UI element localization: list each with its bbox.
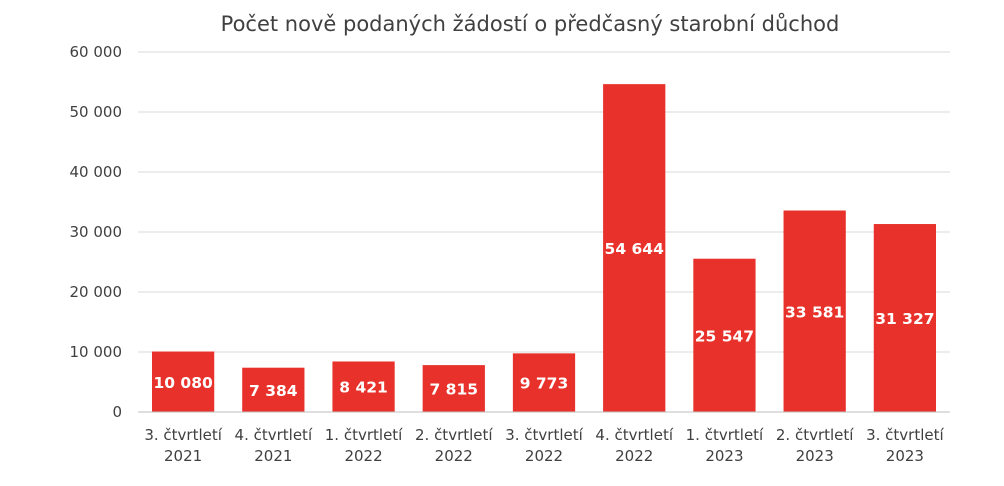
y-tick-label: 10 000 bbox=[70, 343, 123, 361]
bars bbox=[151, 84, 937, 413]
bar bbox=[512, 353, 576, 412]
x-tick-label: 4. čtvrtletí bbox=[235, 426, 313, 444]
bar bbox=[242, 367, 305, 412]
x-tick-label: 1. čtvrtletí bbox=[686, 426, 764, 444]
y-tick-label: 60 000 bbox=[70, 43, 123, 61]
bar bbox=[422, 365, 485, 412]
x-tick-label: 2021 bbox=[164, 447, 202, 465]
bar bbox=[693, 258, 756, 412]
x-tick-label: 3. čtvrtletí bbox=[866, 426, 944, 444]
chart-title: Počet nově podaných žádostí o předčasný … bbox=[221, 12, 840, 36]
data-label: 10 080 bbox=[153, 374, 213, 392]
y-tick-label: 30 000 bbox=[70, 223, 123, 241]
x-tick-label: 2022 bbox=[435, 447, 473, 465]
x-tick-label: 3. čtvrtletí bbox=[505, 426, 583, 444]
bar bbox=[151, 351, 215, 412]
x-tick-label: 2022 bbox=[615, 447, 653, 465]
x-tick-label: 2. čtvrtletí bbox=[415, 426, 493, 444]
x-tick-label: 2023 bbox=[796, 447, 834, 465]
data-label: 54 644 bbox=[605, 240, 665, 258]
data-label: 8 421 bbox=[339, 379, 388, 397]
y-tick-label: 50 000 bbox=[70, 103, 123, 121]
bar bbox=[783, 210, 846, 412]
y-tick-label: 0 bbox=[112, 403, 122, 421]
data-labels: 10 080 7 384 8 421 7 815 9 773 54 644 25 547 33… bbox=[153, 240, 934, 400]
x-tick-label: 2. čtvrtletí bbox=[776, 426, 854, 444]
bar bbox=[873, 224, 937, 412]
y-axis-ticks: 0 10 000 20 000 30 000 40 000 50 000 60 000 bbox=[70, 43, 123, 421]
x-tick-label: 2022 bbox=[344, 447, 382, 465]
x-tick-label: 2022 bbox=[525, 447, 563, 465]
bar bbox=[603, 84, 666, 413]
x-tick-label: 3. čtvrtletí bbox=[144, 426, 222, 444]
data-label: 7 815 bbox=[430, 381, 479, 399]
x-tick-label: 2021 bbox=[254, 447, 292, 465]
data-label: 33 581 bbox=[785, 303, 844, 321]
data-label: 9 773 bbox=[520, 375, 569, 393]
x-axis-ticks: 3. čtvrtletí 2021 4. čtvrtletí 2021 1. čtvrt… bbox=[144, 426, 944, 465]
data-label: 31 327 bbox=[875, 310, 934, 328]
y-tick-label: 40 000 bbox=[70, 163, 123, 181]
bar bbox=[332, 361, 395, 412]
x-tick-label: 4. čtvrtletí bbox=[595, 426, 673, 444]
data-label: 7 384 bbox=[249, 382, 298, 400]
y-tick-label: 20 000 bbox=[70, 283, 123, 301]
x-tick-label: 1. čtvrtletí bbox=[325, 426, 403, 444]
data-label: 25 547 bbox=[695, 327, 754, 345]
x-tick-label: 2023 bbox=[886, 447, 924, 465]
x-tick-label: 2023 bbox=[705, 447, 743, 465]
